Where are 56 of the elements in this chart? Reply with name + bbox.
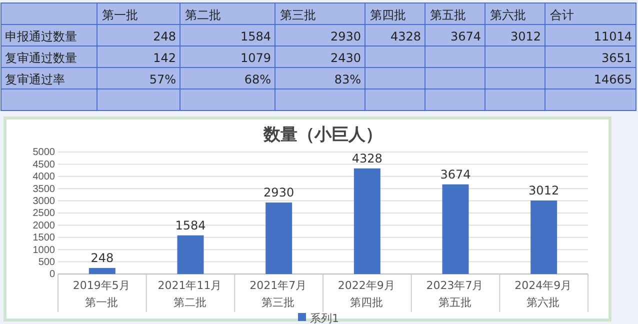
y-tick-label: 0	[49, 269, 56, 280]
text: 1584	[240, 29, 271, 44]
text: 1079	[240, 50, 271, 65]
bar	[88, 268, 116, 274]
category-label: 复审通过数量	[5, 50, 77, 65]
y-tick-label: 4000	[32, 172, 56, 183]
text: 3674	[450, 29, 481, 44]
legend-label: 系列1	[310, 312, 339, 324]
bar	[266, 202, 292, 274]
data-label: 2930	[264, 186, 294, 200]
y-tick-label: 1500	[32, 232, 56, 244]
category-label: 复审通过率	[5, 72, 65, 86]
text: 3012	[510, 29, 541, 44]
y-tick-label: 5000	[32, 147, 56, 158]
text: 248	[153, 29, 176, 44]
bar	[442, 184, 469, 274]
x-tick-label: 2024年9月第六批	[514, 278, 573, 311]
text: 142	[153, 50, 176, 65]
bar	[530, 200, 558, 274]
category-label: 第二批	[185, 8, 221, 22]
text: 11014	[594, 29, 632, 44]
data-label: 4328	[352, 151, 382, 166]
bar	[177, 235, 204, 274]
category-label: 第四批	[370, 8, 406, 22]
x-tick-label: 2022年9月第四批	[336, 278, 396, 311]
y-tick-label: 500	[38, 257, 56, 268]
y-tick-label: 2500	[32, 208, 56, 220]
text: 68%	[244, 72, 271, 86]
y-tick-label: 3000	[32, 196, 56, 207]
x-tick-label: 2021年11月第二批	[158, 278, 222, 311]
category-label: 第六批	[490, 8, 526, 22]
text: 57%	[149, 72, 176, 86]
category-label: 第一批	[102, 8, 138, 22]
data-label: 3012	[528, 184, 560, 198]
y-tick-label: 2000	[32, 220, 56, 232]
data-label: 1584	[175, 218, 206, 232]
data-label: 3674	[440, 167, 471, 182]
category-label: 申报通过数量	[5, 29, 77, 44]
text: 2430	[330, 50, 361, 65]
text: 83%	[334, 72, 361, 86]
y-tick-label: 1000	[32, 244, 56, 256]
category-label: 第三批	[280, 8, 316, 22]
text: 4328	[390, 29, 421, 44]
category-label: 合计	[550, 8, 574, 22]
x-tick-label: 2021年7月第三批	[248, 278, 308, 311]
text: 2930	[330, 29, 361, 44]
bar	[354, 168, 380, 274]
chart-title: 数量（小巨人）	[262, 125, 382, 145]
text: 14665	[594, 72, 632, 86]
text: 3651	[601, 50, 632, 65]
y-tick-label: 3500	[32, 184, 56, 195]
y-tick-label: 4500	[32, 159, 56, 170]
x-tick-label: 2023年7月第五批	[425, 278, 484, 311]
x-tick-label: 2019年5月第一批	[72, 278, 131, 311]
category-label: 第五批	[430, 8, 466, 22]
data-label: 248	[90, 250, 114, 265]
